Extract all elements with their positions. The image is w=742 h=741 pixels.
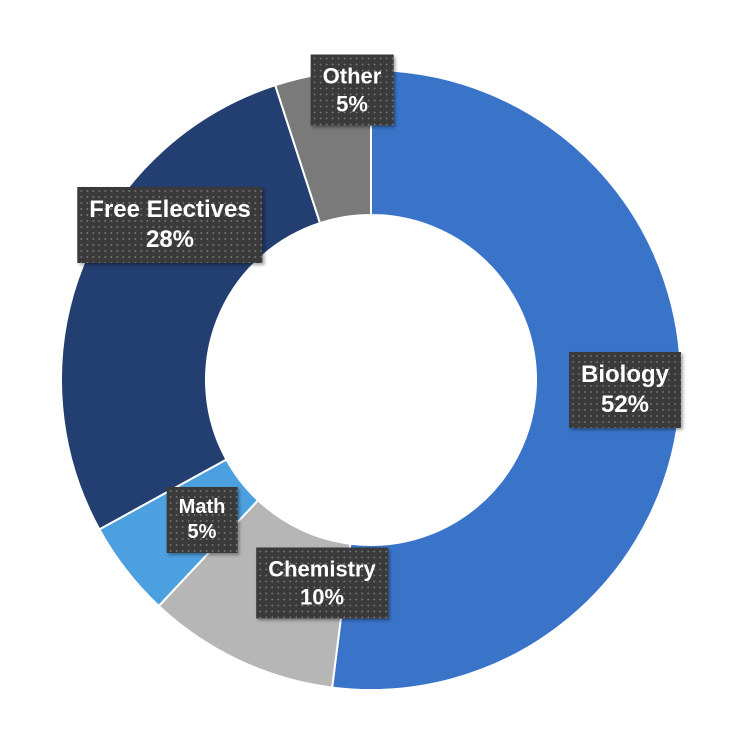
label-math: Math5% (167, 487, 238, 553)
label-chemistry: Chemistry10% (256, 548, 388, 619)
label-percent: 10% (268, 583, 376, 611)
label-percent: 5% (323, 90, 382, 118)
label-biology: Biology52% (569, 352, 681, 428)
label-percent: 5% (179, 520, 226, 545)
slice-free-electives (61, 85, 320, 529)
donut-chart: Biology52%Chemistry10%Math5%Free Electiv… (0, 0, 742, 741)
label-other: Other5% (311, 55, 394, 126)
label-name: Chemistry (268, 556, 376, 584)
label-name: Other (323, 63, 382, 91)
label-percent: 28% (89, 225, 250, 255)
label-name: Math (179, 495, 226, 520)
label-free-electives: Free Electives28% (77, 187, 262, 263)
label-name: Biology (581, 360, 669, 390)
label-percent: 52% (581, 390, 669, 420)
label-name: Free Electives (89, 195, 250, 225)
